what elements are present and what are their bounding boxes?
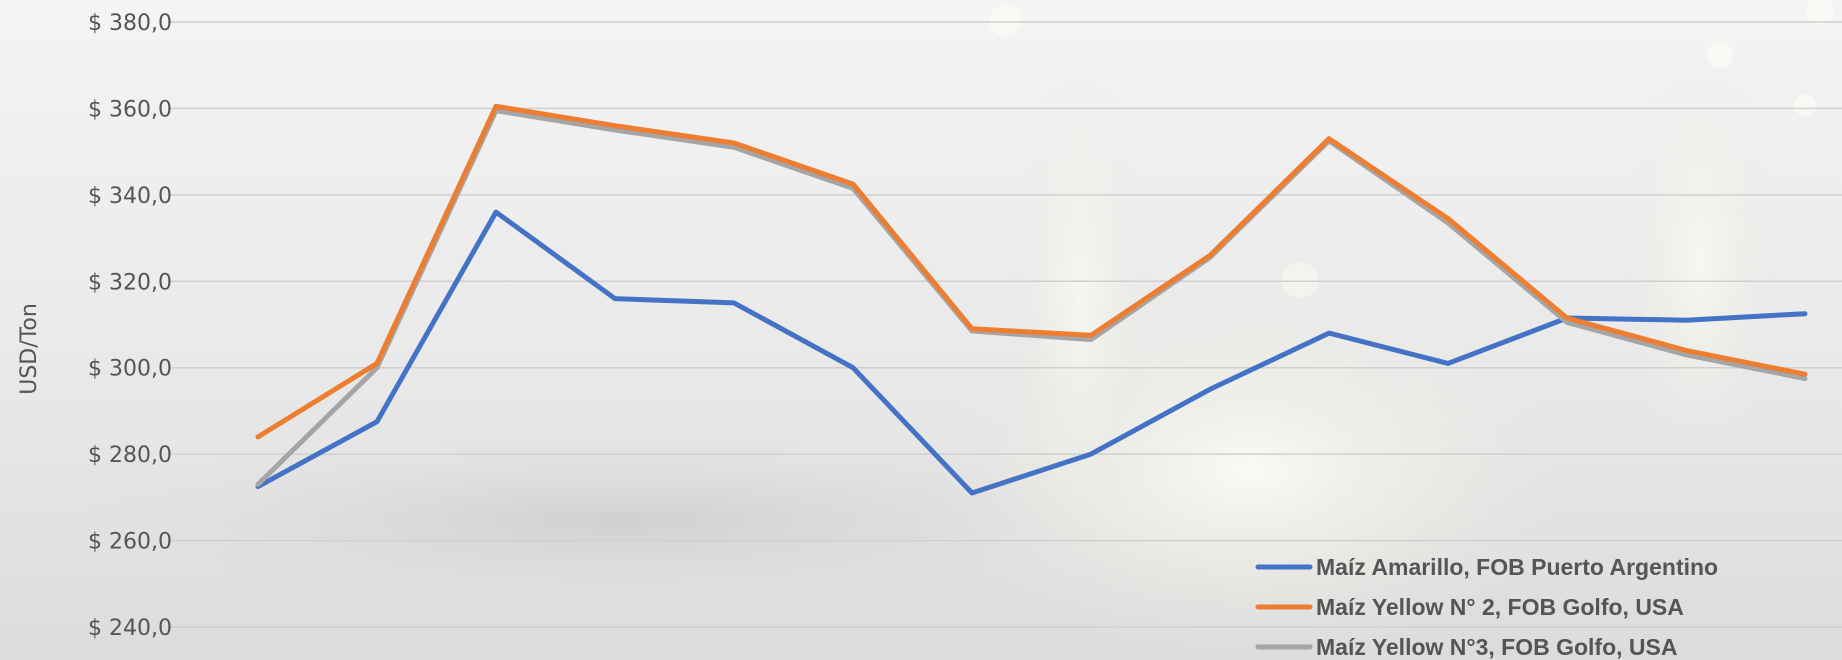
series-lines [255, 103, 1808, 496]
y-axis-tick-labels: $ 240,0 $ 260,0 $ 280,0 $ 300,0 $ 320,0 $ 340… [88, 11, 172, 641]
y-axis-title: USD/Ton [17, 303, 42, 395]
series-line-2 [255, 103, 1808, 440]
legend-label-3: Maíz Yellow N°3, FOB Golfo, USA [1316, 634, 1678, 660]
y-tick-label: $ 320,0 [88, 270, 172, 295]
legend-label-1: Maíz Amarillo, FOB Puerto Argentino [1316, 554, 1718, 580]
gridlines [170, 21, 1842, 628]
y-tick-label: $ 360,0 [88, 97, 172, 122]
y-tick-label: $ 380,0 [88, 11, 172, 36]
y-tick-label: $ 300,0 [88, 357, 172, 382]
legend-label-2: Maíz Yellow N° 2, FOB Golfo, USA [1316, 594, 1684, 620]
series-line-1 [255, 209, 1808, 496]
y-tick-label: $ 340,0 [88, 184, 172, 209]
y-tick-label: $ 260,0 [88, 530, 172, 555]
y-tick-label: $ 240,0 [88, 616, 172, 641]
y-tick-label: $ 280,0 [88, 443, 172, 468]
series-line-3 [255, 108, 1808, 487]
legend: Maíz Amarillo, FOB Puerto Argentino Maíz … [1255, 554, 1718, 660]
